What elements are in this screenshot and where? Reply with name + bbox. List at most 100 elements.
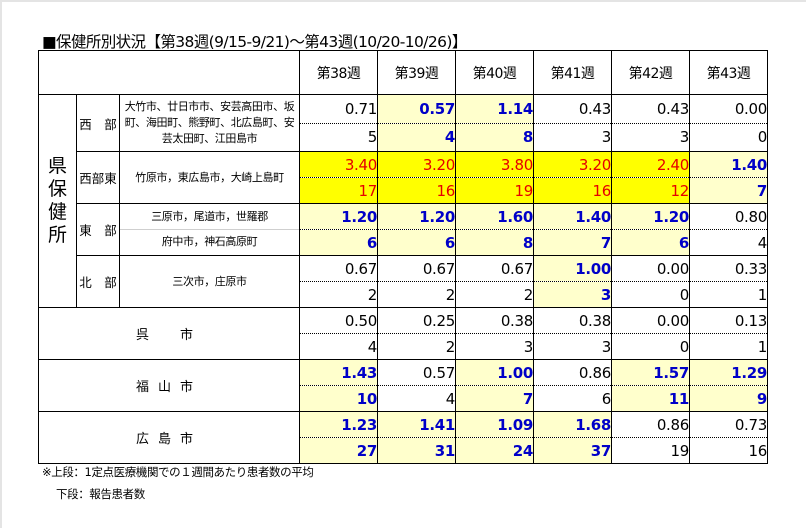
average-value-cell: 3.40 xyxy=(299,151,379,178)
average-value-cell: 0.50 xyxy=(299,307,379,334)
average-value-cell: 1.00 xyxy=(455,359,535,386)
average-value-cell: 0.00 xyxy=(689,94,769,124)
area-city-list: 府中市，神石高原町 xyxy=(120,229,299,254)
count-value-cell: 4 xyxy=(689,229,769,256)
average-value-cell: 1.20 xyxy=(299,203,379,230)
count-value-cell: 6 xyxy=(377,229,457,256)
count-value-cell: 16 xyxy=(533,177,613,204)
average-value-cell: 3.20 xyxy=(377,151,457,178)
table-row-average: 東 部三原市，尾道市，世羅郡 府中市，神石高原町 1.20 1.20 1.60 1.40 1… xyxy=(39,203,769,256)
average-value-cell: 1.20 xyxy=(377,203,457,230)
average-value-cell: 1.09 xyxy=(455,411,535,438)
count-value-cell: 2 xyxy=(455,281,535,308)
week-header: 第38週 xyxy=(299,50,379,95)
area-city-list: 大竹市、廿日市市、安芸高田市、坂町、海田町、熊野町、北広島町、安芸太田町、江田島… xyxy=(124,100,295,145)
count-value-cell: 3 xyxy=(533,122,613,152)
week-header: 第43週 xyxy=(689,50,769,95)
footnote-upper: ※上段：1定点医療機関での１週間あたり患者数の平均 xyxy=(42,465,314,479)
average-value-cell: 3.20 xyxy=(533,151,613,178)
count-value-cell: 7 xyxy=(533,229,613,256)
count-value-cell: 2 xyxy=(299,281,379,308)
count-value-cell: 3 xyxy=(455,333,535,360)
average-value-cell: 0.43 xyxy=(533,94,613,124)
average-value-cell: 0.73 xyxy=(689,411,769,438)
average-value-cell: 0.67 xyxy=(455,255,535,282)
average-value-cell: 0.00 xyxy=(611,307,691,334)
footnote-lower: 下段：報告患者数 xyxy=(56,487,145,501)
district-label: 西部東 xyxy=(76,151,120,204)
table-row-count: 27 31 24 37 19 16 xyxy=(39,437,769,464)
table-row-average: 呉 市 0.50 0.25 0.38 0.38 0.00 0.13 xyxy=(37,307,769,360)
week-header: 第42週 xyxy=(611,50,691,95)
count-value-cell: 8 xyxy=(455,122,535,152)
prefecture-label-char: 所 xyxy=(47,224,67,246)
table-row-average: 北 部三次市，庄原市 0.67 0.67 0.67 1.00 0.00 0.33 xyxy=(39,255,769,308)
table-row-average: 広島市 1.23 1.41 1.09 1.68 0.86 0.73 xyxy=(37,411,769,464)
average-value-cell: 0.57 xyxy=(377,359,457,386)
count-value-cell: 3 xyxy=(611,122,691,152)
week-header: 第41週 xyxy=(533,50,613,95)
average-value-cell: 0.86 xyxy=(533,359,613,386)
page-title: ■保健所別状況【第38週(9/15-9/21)～第43週(10/20-10/26… xyxy=(42,33,467,51)
average-value-cell: 0.13 xyxy=(689,307,769,334)
count-value-cell: 24 xyxy=(455,437,535,464)
average-value-cell: 0.38 xyxy=(455,307,535,334)
average-value-cell: 1.40 xyxy=(689,151,769,178)
table-row-average: 福山市 1.43 0.57 1.00 0.86 1.57 1.29 xyxy=(37,359,769,412)
area-cities: 大竹市、廿日市市、安芸高田市、坂町、海田町、熊野町、北広島町、安芸太田町、江田島… xyxy=(118,94,301,152)
count-value-cell: 8 xyxy=(455,229,535,256)
count-value-cell: 0 xyxy=(689,122,769,152)
average-value-cell: 1.43 xyxy=(299,359,379,386)
average-value-cell: 1.60 xyxy=(455,203,535,230)
count-value-cell: 4 xyxy=(377,122,457,152)
average-value-cell: 1.20 xyxy=(611,203,691,230)
count-value-cell: 3 xyxy=(533,333,613,360)
count-value-cell: 9 xyxy=(689,385,769,412)
count-value-cell: 4 xyxy=(299,333,379,360)
district-label: 西 部 xyxy=(76,94,120,152)
average-value-cell: 0.00 xyxy=(611,255,691,282)
area-cities: 三次市，庄原市 xyxy=(118,255,301,308)
average-value-cell: 1.14 xyxy=(455,94,535,124)
prefecture-label-char: 健 xyxy=(47,201,67,223)
average-value-cell: 1.57 xyxy=(611,359,691,386)
count-value-cell: 1 xyxy=(689,281,769,308)
area-cities: 竹原市，東広島市，大崎上島町 xyxy=(118,151,301,204)
district-label: 東 部 xyxy=(76,203,120,256)
count-value-cell: 2 xyxy=(377,333,457,360)
count-value-cell: 6 xyxy=(299,229,379,256)
count-value-cell: 16 xyxy=(689,437,769,464)
city-label: 呉 市 xyxy=(37,307,301,360)
count-value-cell: 7 xyxy=(455,385,535,412)
count-value-cell: 6 xyxy=(611,229,691,256)
average-value-cell: 0.71 xyxy=(299,94,379,124)
count-value-cell: 27 xyxy=(299,437,379,464)
area-cities: 三原市，尾道市，世羅郡 府中市，神石高原町 xyxy=(118,203,301,256)
average-value-cell: 0.67 xyxy=(299,255,379,282)
area-city-list: 竹原市，東広島市，大崎上島町 xyxy=(135,170,284,184)
city-label: 広島市 xyxy=(37,411,301,464)
area-city-list: 三次市，庄原市 xyxy=(172,274,247,288)
prefecture-label-char: 県 xyxy=(47,155,67,177)
table-row-count: 10 4 7 6 11 9 xyxy=(39,385,769,412)
count-value-cell: 0 xyxy=(611,333,691,360)
average-value-cell: 3.80 xyxy=(455,151,535,178)
count-value-cell: 7 xyxy=(689,177,769,204)
average-value-cell: 1.41 xyxy=(377,411,457,438)
prefecture-label: 県保健所 xyxy=(38,94,77,308)
count-value-cell: 1 xyxy=(689,333,769,360)
header-row: 第38週 第39週 第40週 第41週 第42週 第43週 xyxy=(37,50,769,95)
count-value-cell: 12 xyxy=(611,177,691,204)
average-value-cell: 0.86 xyxy=(611,411,691,438)
table-row-average: 県保健所西 部大竹市、廿日市市、安芸高田市、坂町、海田町、熊野町、北広島町、安芸… xyxy=(38,94,769,308)
table-row-average: 西部東 竹原市，東広島市，大崎上島町 3.40 3.20 3.80 3.20 2.40 1.4… xyxy=(39,151,769,204)
average-value-cell: 0.80 xyxy=(689,203,769,230)
average-value-cell: 0.33 xyxy=(689,255,769,282)
count-value-cell: 10 xyxy=(299,385,379,412)
city-label: 福山市 xyxy=(37,359,301,412)
count-value-cell: 17 xyxy=(299,177,379,204)
count-value-cell: 37 xyxy=(533,437,613,464)
count-value-cell: 4 xyxy=(377,385,457,412)
